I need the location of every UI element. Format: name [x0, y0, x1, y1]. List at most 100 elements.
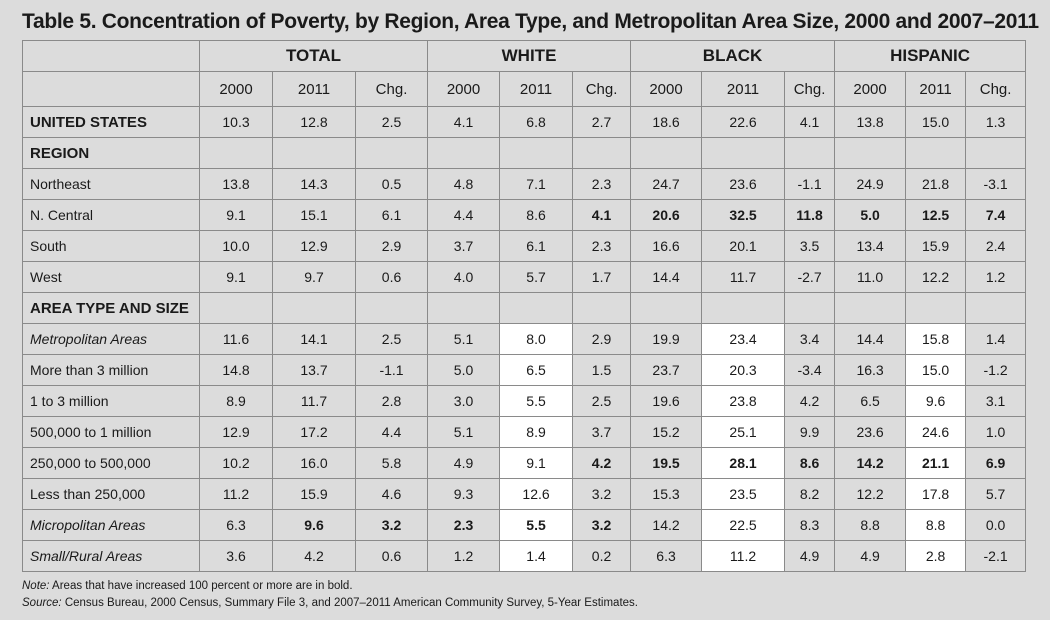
group-header-total: TOTAL: [198, 40, 429, 72]
table-cell: 24.9: [834, 168, 907, 200]
table-cell: 15.0: [905, 354, 967, 386]
table-cell: 20.3: [701, 354, 786, 386]
table-row: Micropolitan Areas 6.3 9.6 3.2 2.3 5.5 3.2 14.2…: [22, 509, 1027, 541]
table-cell: [784, 292, 836, 324]
table-body: UNITED STATES 10.3 12.8 2.5 4.1 6.8 2.7 18.6 22.…: [22, 106, 1027, 572]
table-cell: 10.3: [199, 106, 273, 138]
table-cell: 4.8: [427, 168, 501, 200]
table-cell: 4.1: [572, 199, 632, 231]
table-cell: 8.3: [784, 509, 836, 541]
year-header-cell: 2011: [499, 71, 574, 107]
table-cell: 3.7: [572, 416, 632, 448]
table-cell: -3.4: [784, 354, 836, 386]
table-cell: 8.9: [499, 416, 574, 448]
table-cell: -2.7: [784, 261, 836, 293]
table-row: Metropolitan Areas 11.6 14.1 2.5 5.1 8.0 2.9 19…: [22, 323, 1027, 355]
table-cell: 5.1: [427, 416, 501, 448]
table-cell: 1.4: [965, 323, 1027, 355]
table-cell: 6.5: [834, 385, 907, 417]
year-header-cell: 2000: [427, 71, 501, 107]
table-cell: 0.0: [965, 509, 1027, 541]
table-cell: 2.9: [572, 323, 632, 355]
table-cell: 3.6: [199, 540, 273, 572]
year-header-cell: 2000: [834, 71, 907, 107]
table-cell: 23.4: [701, 323, 786, 355]
year-header-cell: Chg.: [784, 71, 836, 107]
table-cell: 16.0: [272, 447, 356, 479]
table-cell: 11.6: [199, 323, 273, 355]
table-cell: [701, 292, 786, 324]
table-row: N. Central 9.1 15.1 6.1 4.4 8.6 4.1 20.6 32.5 11.…: [22, 199, 1027, 231]
table-cell: -3.1: [965, 168, 1027, 200]
year-header-cell: Chg.: [965, 71, 1027, 107]
table-cell: 9.6: [272, 509, 356, 541]
table-cell: -1.2: [965, 354, 1027, 386]
table-cell: 4.2: [572, 447, 632, 479]
table-cell: 13.7: [272, 354, 356, 386]
table-cell: 8.8: [834, 509, 907, 541]
table-cell: [965, 292, 1027, 324]
row-label: 1 to 3 million: [22, 385, 200, 417]
table-cell: 5.5: [499, 509, 574, 541]
table-cell: 16.6: [630, 230, 703, 262]
table-cell: 15.2: [630, 416, 703, 448]
table-cell: 12.8: [272, 106, 356, 138]
table-cell: 17.2: [272, 416, 356, 448]
table-cell: 5.1: [427, 323, 501, 355]
table-cell: 0.6: [354, 261, 429, 293]
table-cell: 4.1: [784, 106, 836, 138]
table-cell: [427, 292, 501, 324]
table-cell: -1.1: [354, 354, 429, 386]
year-header-cell: Chg.: [572, 71, 632, 107]
table-cell: 9.3: [427, 478, 501, 510]
table-cell: 12.2: [905, 261, 967, 293]
table-cell: [499, 292, 574, 324]
table-cell: 1.0: [965, 416, 1027, 448]
table-cell: [834, 137, 907, 169]
table-cell: 20.6: [630, 199, 703, 231]
table-cell: [905, 137, 967, 169]
table-cell: [272, 137, 356, 169]
table-cell: 9.9: [784, 416, 836, 448]
table-cell: 12.9: [272, 230, 356, 262]
table-cell: 22.6: [701, 106, 786, 138]
table-cell: 2.4: [965, 230, 1027, 262]
table-cell: 13.8: [199, 168, 273, 200]
table-cell: 24.7: [630, 168, 703, 200]
note-line: Note: Areas that have increased 100 perc…: [22, 578, 638, 595]
table-cell: 10.0: [199, 230, 273, 262]
group-header-white: WHITE: [427, 40, 632, 72]
table-cell: 12.6: [499, 478, 574, 510]
table-row: South 10.0 12.9 2.9 3.7 6.1 2.3 16.6 20.1 3.5 13.4…: [22, 230, 1027, 262]
table-cell: 3.1: [965, 385, 1027, 417]
table-title: Table 5. Concentration of Poverty, by Re…: [22, 10, 1039, 33]
table-cell: 14.8: [199, 354, 273, 386]
table-cell: 16.3: [834, 354, 907, 386]
table-cell: 5.5: [499, 385, 574, 417]
table-cell: 2.3: [427, 509, 501, 541]
table-cell: 19.6: [630, 385, 703, 417]
row-label: 500,000 to 1 million: [22, 416, 200, 448]
table-cell: 2.3: [572, 168, 632, 200]
row-label: AREA TYPE AND SIZE: [22, 292, 200, 324]
year-header-cell: 2000: [630, 71, 703, 107]
table-cell: 2.8: [905, 540, 967, 572]
year-header-cell: 2000: [199, 71, 273, 107]
table-cell: 11.8: [784, 199, 836, 231]
table-cell: 2.8: [354, 385, 429, 417]
table-cell: [572, 292, 632, 324]
table-cell: 4.6: [354, 478, 429, 510]
table-cell: 17.8: [905, 478, 967, 510]
table-cell: [199, 292, 273, 324]
table-cell: 4.1: [427, 106, 501, 138]
table-cell: [354, 292, 429, 324]
table-cell: 24.6: [905, 416, 967, 448]
table-cell: 32.5: [701, 199, 786, 231]
table-cell: 22.5: [701, 509, 786, 541]
table-cell: [354, 137, 429, 169]
table-cell: 6.3: [199, 509, 273, 541]
table-cell: [272, 292, 356, 324]
table-cell: 2.7: [572, 106, 632, 138]
table-cell: 4.9: [784, 540, 836, 572]
table-cell: 4.2: [784, 385, 836, 417]
